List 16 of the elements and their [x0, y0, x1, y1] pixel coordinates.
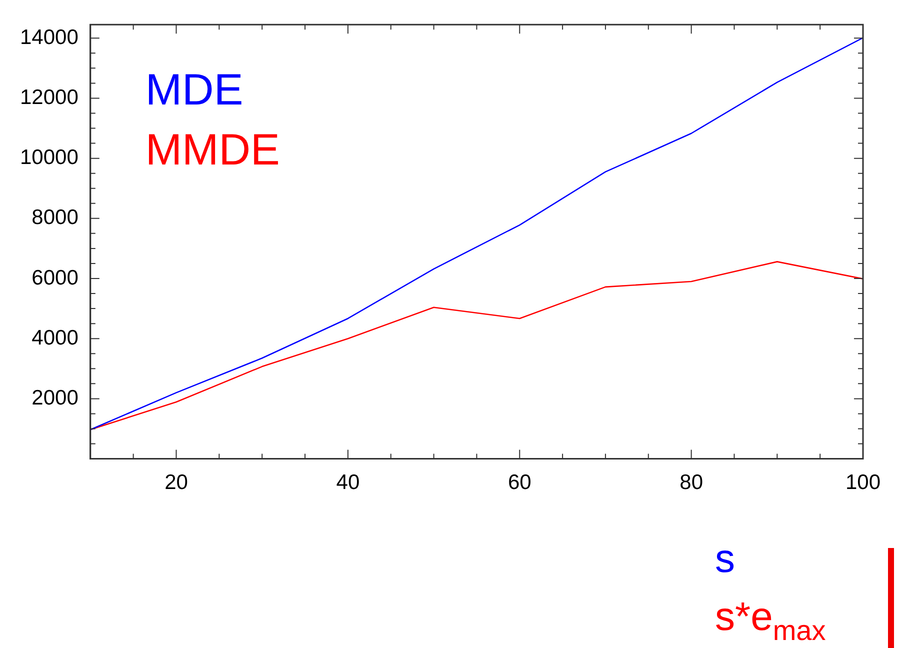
y-tick-label: 14000	[20, 26, 78, 49]
y-tick-label: 6000	[32, 266, 78, 290]
text: MDE	[145, 66, 244, 115]
x-tick-label: 20	[164, 471, 188, 494]
x-tick-label: 40	[336, 471, 360, 494]
x-tick-label: 60	[508, 471, 532, 494]
text: MMDE	[145, 126, 280, 175]
x-tick-label: 80	[680, 471, 703, 494]
y-tick-label: 8000	[32, 206, 78, 230]
y-tick-label: 4000	[32, 326, 78, 350]
y-tick-label: 12000	[20, 86, 78, 110]
x-tick-label: 100	[845, 471, 881, 494]
text: s	[715, 537, 735, 581]
y-tick-label: 10000	[20, 146, 78, 170]
y-tick-label: 2000	[32, 386, 78, 410]
text: s*e$_{max}$	[715, 595, 826, 648]
